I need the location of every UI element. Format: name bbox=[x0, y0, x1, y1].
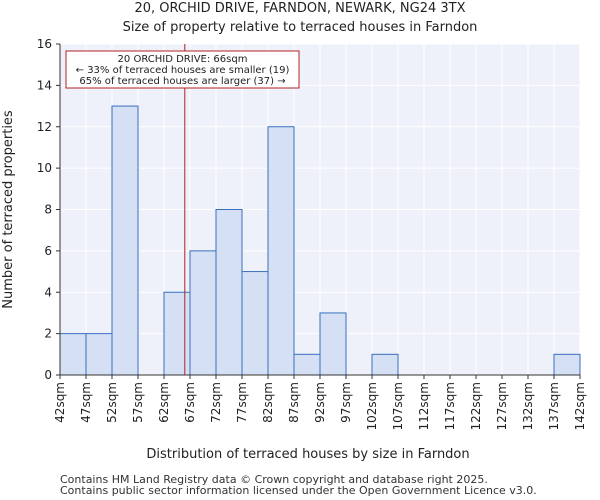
histogram-bar bbox=[189, 250, 217, 376]
y-tick-label: 8 bbox=[44, 203, 52, 217]
histogram-bar bbox=[319, 312, 347, 376]
x-tick-label: 112sqm bbox=[417, 382, 431, 430]
x-tick-label: 87sqm bbox=[287, 382, 301, 423]
histogram-bar bbox=[59, 333, 87, 376]
x-tick-label: 107sqm bbox=[391, 382, 405, 430]
x-axis-label: Distribution of terraced houses by size … bbox=[146, 447, 469, 462]
histogram-bar bbox=[293, 353, 321, 376]
x-tick-label: 102sqm bbox=[365, 382, 379, 430]
footer-copyright: Contains HM Land Registry data © Crown c… bbox=[60, 473, 488, 486]
chart-subtitle: Size of property relative to terraced ho… bbox=[122, 20, 478, 35]
annotation-box bbox=[65, 50, 300, 89]
x-ticks: 42sqm 47sqm 52sqm 57sqm 62sqm 67sqm 72sqm 77sqm… bbox=[53, 375, 587, 430]
y-tick-label: 0 bbox=[44, 368, 52, 382]
histogram-bar bbox=[241, 271, 269, 376]
x-tick-label: 57sqm bbox=[131, 382, 145, 423]
footer-licence: Contains public sector information licen… bbox=[60, 484, 537, 497]
bars bbox=[59, 105, 581, 376]
x-tick-label: 137sqm bbox=[547, 382, 561, 430]
histogram-bar bbox=[553, 353, 581, 376]
x-tick-label: 92sqm bbox=[313, 382, 327, 423]
x-tick-label: 117sqm bbox=[443, 382, 457, 430]
chart-title: 20, ORCHID DRIVE, FARNDON, NEWARK, NG24 … bbox=[134, 1, 466, 16]
histogram-bar bbox=[163, 291, 191, 376]
x-tick-label: 132sqm bbox=[521, 382, 535, 430]
x-tick-label: 52sqm bbox=[105, 382, 119, 423]
y-tick-label: 6 bbox=[44, 244, 52, 258]
histogram-bar bbox=[267, 126, 295, 376]
y-tick-label: 10 bbox=[37, 161, 52, 175]
histogram-bar bbox=[371, 353, 399, 376]
x-tick-label: 62sqm bbox=[157, 382, 171, 423]
x-tick-label: 77sqm bbox=[235, 382, 249, 423]
y-axis-label: Number of terraced properties bbox=[1, 110, 16, 309]
y-tick-label: 14 bbox=[37, 78, 52, 92]
y-tick-label: 16 bbox=[37, 37, 52, 51]
histogram-bar bbox=[215, 209, 243, 376]
x-tick-label: 127sqm bbox=[495, 382, 509, 430]
annotation-line-3: 65% of terraced houses are larger (37) → bbox=[79, 76, 285, 87]
y-tick-label: 12 bbox=[37, 120, 52, 134]
x-tick-label: 97sqm bbox=[339, 382, 353, 423]
x-tick-label: 82sqm bbox=[261, 382, 275, 423]
x-tick-label: 47sqm bbox=[79, 382, 93, 423]
x-tick-label: 67sqm bbox=[183, 382, 197, 423]
x-tick-label: 122sqm bbox=[469, 382, 483, 430]
annotation-line-2: ← 33% of terraced houses are smaller (19… bbox=[76, 65, 290, 76]
histogram-chart: 0 2 4 6 8 10 12 14 16 42sqm 47sqm 52sqm 57sqm 62sqm 6… bbox=[1, 37, 587, 462]
annotation-line-1: 20 ORCHID DRIVE: 66sqm bbox=[118, 54, 248, 65]
y-ticks: 0 2 4 6 8 10 12 14 16 bbox=[37, 37, 60, 382]
x-tick-label: 142sqm bbox=[573, 382, 587, 430]
y-tick-label: 4 bbox=[44, 285, 52, 299]
x-tick-label: 72sqm bbox=[209, 382, 223, 423]
histogram-bar bbox=[111, 105, 139, 376]
x-tick-label: 42sqm bbox=[53, 382, 67, 423]
histogram-bar bbox=[85, 333, 113, 376]
y-tick-label: 2 bbox=[44, 327, 52, 341]
